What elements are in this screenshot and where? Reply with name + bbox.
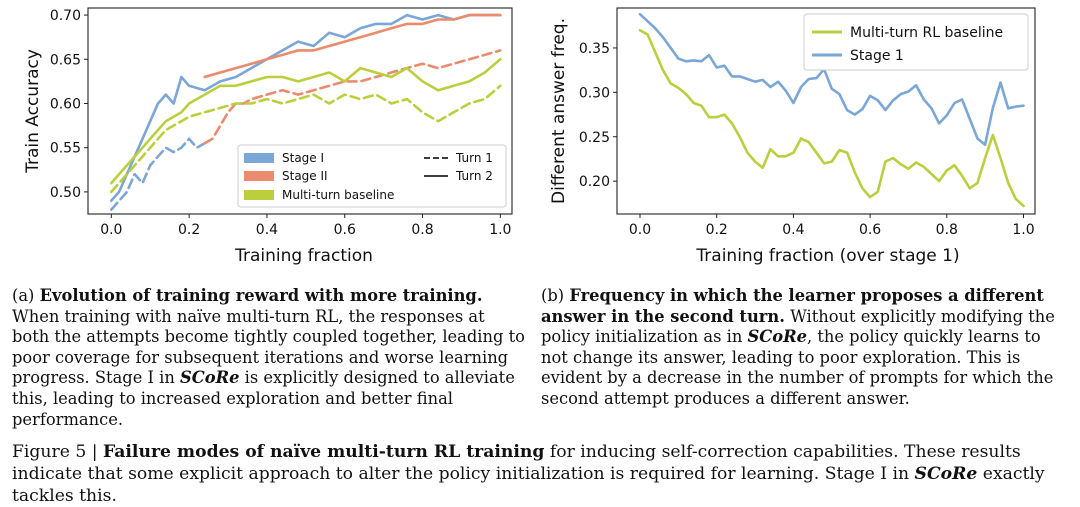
- legend-label-stage-2: Stage II: [282, 169, 328, 183]
- different-answer-freq-chart: 0.0 0.2 0.4 0.6 0.8 1.0 0.20 0.25 0.30 0.35 Train…: [549, 7, 1036, 266]
- chart-a-ticks: 0.0 0.2 0.4 0.6 0.8 1.0 0.50 0.55 0.60 0.65 0.70: [50, 8, 512, 238]
- chart-a-ytick-label: 0.55: [50, 141, 81, 157]
- chart-b-ytick-label: 0.25: [579, 130, 610, 146]
- caption-a-text: When training with naïve multi-turn RL, …: [12, 306, 525, 388]
- chart-a-ytick-label: 0.60: [50, 96, 81, 112]
- chart-b-ytick-label: 0.35: [579, 41, 610, 57]
- chart-a-xtick-label: 0.0: [100, 222, 122, 238]
- chart-a-ytick-label: 0.70: [50, 8, 81, 24]
- caption-b: (b) Frequency in which the learner propo…: [541, 286, 1069, 410]
- figure-caption-title: Failure modes of naïve multi-turn RL tra…: [103, 442, 545, 462]
- chart-a-ytick-label: 0.65: [50, 52, 81, 68]
- legend-label-stage-1: Stage 1: [850, 48, 904, 64]
- chart-b-ylabel: Different answer freq.: [549, 18, 569, 204]
- legend-label-stage-1: Stage I: [282, 151, 324, 165]
- chart-a-legend: Stage I Stage II Multi-turn baseline Tur…: [237, 144, 507, 208]
- chart-b-ytick-label: 0.30: [579, 85, 610, 101]
- caption-a-text-end: is explicitly designed to alleviate this…: [12, 368, 515, 429]
- chart-a-xtick-label: 1.0: [489, 222, 511, 238]
- chart-a-ytick-label: 0.50: [50, 185, 81, 201]
- legend-swatch-stage-1: [244, 153, 274, 163]
- chart-b-plot-frame: [616, 7, 1036, 215]
- chart-a-series: [110, 13, 502, 211]
- chart-b-ytick-label: 0.20: [579, 174, 610, 190]
- chart-b-legend: Multi-turn RL baseline Stage 1: [803, 13, 1029, 71]
- chart-a-xtick-label: 0.2: [178, 222, 200, 238]
- figure-caption-method: SCoRe: [914, 464, 978, 484]
- chart-b-xtick-label: 0.6: [859, 222, 881, 238]
- chart-a-series-s2t1: [203, 49, 502, 145]
- caption-b-text: Without explicitly modifying the policy …: [541, 306, 1055, 347]
- legend-label-multi-turn-rl-baseline: Multi-turn RL baseline: [850, 25, 1003, 41]
- figure-caption: Figure 5 | Failure modes of naïve multi-…: [12, 441, 1072, 507]
- chart-a-xtick-label: 0.6: [334, 222, 356, 238]
- chart-b-xtick-label: 1.0: [1012, 222, 1034, 238]
- chart-a-xlabel: Training fraction: [234, 246, 373, 266]
- chart-b-ticks: 0.0 0.2 0.4 0.6 0.8 1.0 0.20 0.25 0.30 0.35: [579, 41, 1035, 238]
- chart-b-legend-box: [803, 13, 1029, 71]
- train-accuracy-chart: 0.0 0.2 0.4 0.6 0.8 1.0 0.50 0.55 0.60 0.65 0.70 T…: [23, 7, 513, 266]
- legend-swatch-multi-turn-baseline: [244, 190, 274, 200]
- chart-b-series-stage1: [638, 12, 1025, 146]
- caption-a-method: SCoRe: [180, 368, 240, 388]
- chart-b-xtick-label: 0.8: [936, 222, 958, 238]
- caption-a: (a) Evolution of training reward with mo…: [12, 286, 526, 430]
- caption-b-label: (b): [541, 286, 570, 305]
- chart-b-xtick-label: 0.2: [706, 222, 728, 238]
- chart-a-legend-box: [237, 144, 507, 208]
- figure-caption-text: for inducing self-correction capabilitie…: [12, 442, 1021, 484]
- figure-caption-label: Figure 5 |: [12, 442, 103, 462]
- chart-b-xlabel: Training fraction (over stage 1): [695, 246, 959, 266]
- chart-a-xtick-label: 0.8: [411, 222, 433, 238]
- chart-b-xtick-label: 0.0: [629, 222, 651, 238]
- chart-b-series-base: [638, 28, 1025, 208]
- chart-a-series-s2t2: [203, 13, 502, 79]
- caption-b-title: Frequency in which the learner proposes …: [541, 286, 1044, 326]
- legend-swatch-stage-2: [244, 171, 274, 181]
- legend-label-multi-turn-baseline: Multi-turn baseline: [282, 188, 394, 202]
- chart-b-series: [638, 12, 1025, 208]
- chart-a-ylabel: Train Accuracy: [23, 49, 43, 174]
- chart-a-series-s1t1: [110, 137, 206, 211]
- chart-a-series-mbt1: [110, 84, 502, 194]
- chart-b-xtick-label: 0.4: [782, 222, 804, 238]
- chart-a-plot-frame: [87, 7, 513, 215]
- legend-label-turn-2: Turn 2: [455, 169, 493, 183]
- caption-a-title: Evolution of training reward with more t…: [39, 286, 483, 305]
- caption-b-method: SCoRe: [747, 327, 807, 347]
- chart-a-xtick-label: 0.4: [256, 222, 278, 238]
- caption-b-text-end: , the policy quickly learns to not chang…: [541, 327, 1054, 408]
- chart-a-series-mbt2: [110, 58, 502, 185]
- caption-a-label: (a): [12, 286, 40, 305]
- legend-label-turn-1: Turn 1: [455, 151, 493, 165]
